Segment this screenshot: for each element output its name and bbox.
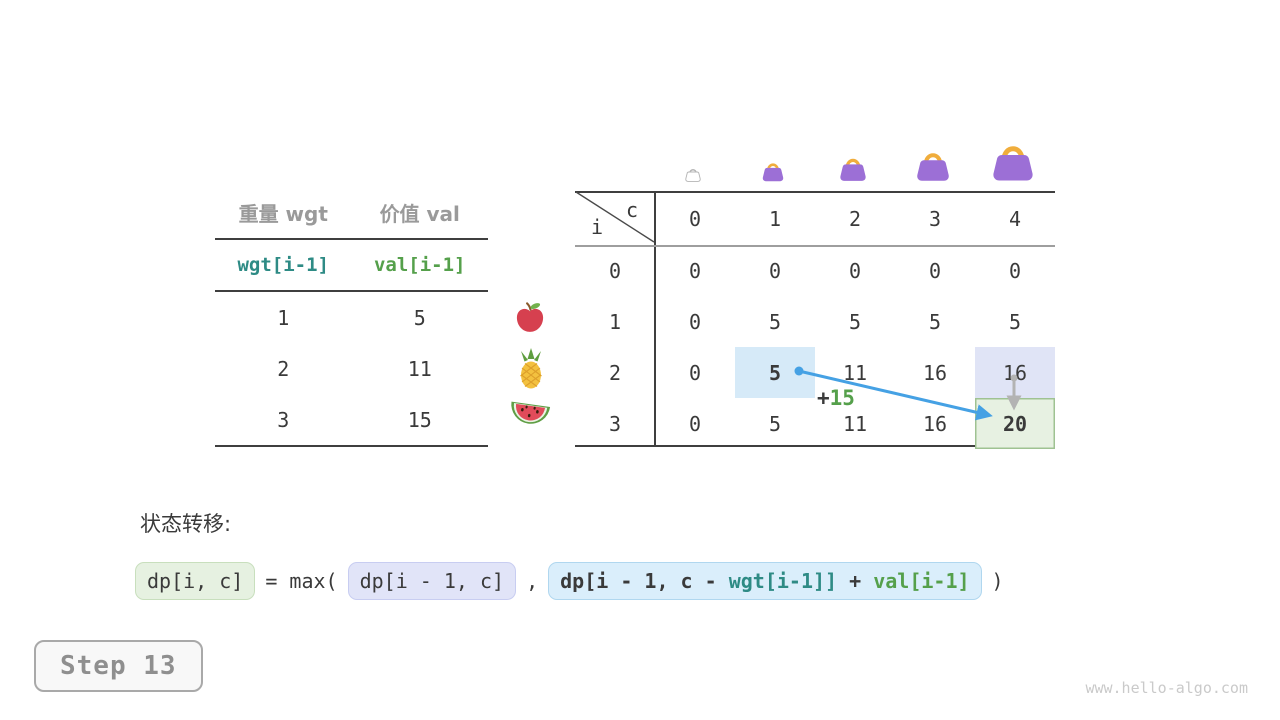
comma-token: ,: [526, 569, 539, 593]
val-formula: val[i-1]: [373, 254, 466, 276]
bag-icon-capacity-2: [838, 152, 869, 186]
pineapple-icon: [516, 348, 546, 394]
wgt-formula: wgt[i-1]: [237, 254, 329, 276]
value-header: 价值 val: [379, 201, 460, 226]
empty-bag-icon: [684, 165, 702, 186]
item-1-weight: 1: [277, 305, 290, 330]
dp-row-header-0: 0: [608, 258, 622, 283]
dp-cell-0-0: 0: [688, 258, 702, 283]
apple-icon: [514, 301, 546, 338]
dp-col-header-3: 3: [928, 207, 942, 231]
dp-cell-0-2: 0: [848, 258, 862, 283]
added-value: 15: [829, 386, 855, 410]
item-3-weight: 3: [277, 407, 290, 432]
take-part-dp: dp[i - 1, c -: [560, 569, 729, 593]
dp-cell-0-4: 0: [1008, 258, 1022, 283]
dp-cell-2-0: 0: [688, 360, 702, 385]
item-2-value: 11: [407, 356, 432, 381]
dp-table: c i 0 1 2 3 4 0 0 0 0 0 0 1 0 5 5 5 5 2 …: [575, 191, 1055, 449]
dp-cell-1-0: 0: [688, 309, 702, 334]
watermark: www.hello-algo.com: [1085, 679, 1248, 697]
capacity-bags-row: [575, 124, 1055, 188]
take-part-val: val[i-1]: [873, 569, 970, 593]
item-table: 重量 wgt 价值 val wgt[i-1] val[i-1] 1 5 2 11…: [215, 186, 488, 447]
item-3-value: 15: [407, 407, 432, 432]
transition-annotation: +15: [817, 386, 855, 410]
dp-cell-source: 5: [735, 347, 815, 398]
dp-col-header-1: 1: [768, 207, 782, 231]
bag-icon-capacity-1: [761, 158, 786, 186]
dp-cell-3-0: 0: [688, 411, 702, 436]
dp-cell-3-3: 16: [922, 411, 948, 436]
dp-cell-3-1: 5: [768, 411, 782, 436]
dp-cell-2-3: 16: [922, 360, 948, 385]
dp-table-header-separator: [575, 245, 1055, 247]
item-row-2: 2 11: [215, 343, 488, 394]
dp-table-vertical-divider: [654, 191, 656, 447]
item-row-1: 1 5: [215, 292, 488, 343]
weight-header: 重量 wgt: [238, 201, 328, 226]
dp-col-header-4: 4: [1008, 207, 1022, 231]
step-badge: Step 13: [34, 640, 203, 692]
item-table-formula-row: wgt[i-1] val[i-1]: [215, 240, 488, 292]
dp-cell-1-4: 5: [1008, 309, 1022, 334]
state-transition-label: 状态转移:: [140, 512, 232, 536]
equals-max-token: = max(: [265, 569, 338, 593]
dp-row-header-2: 2: [608, 360, 622, 385]
dp-cell-1-1: 5: [768, 309, 782, 334]
dp-result-chip: dp[i, c]: [135, 562, 256, 600]
close-paren-token: ): [991, 569, 1004, 593]
item-table-header: 重量 wgt 价值 val: [215, 186, 488, 240]
dp-cell-0-1: 0: [768, 258, 782, 283]
dp-row-header-1: 1: [608, 309, 622, 334]
dp-cell-1-2: 5: [848, 309, 862, 334]
item-2-weight: 2: [277, 356, 290, 381]
item-row-3: 3 15: [215, 394, 488, 445]
plus-sign: +: [817, 386, 830, 410]
dp-cell-compare: 16: [975, 347, 1055, 398]
bag-icon-capacity-4: [989, 136, 1037, 186]
dp-cell-1-3: 5: [928, 309, 942, 334]
col-variable-label: c: [625, 198, 638, 222]
dp-row-header-3: 3: [608, 411, 622, 436]
dp-take-chip: dp[i - 1, c - wgt[i-1]] + val[i-1]: [548, 562, 982, 600]
dp-corner-cell: c i: [575, 193, 655, 245]
dp-col-header-2: 2: [848, 207, 862, 231]
row-variable-label: i: [591, 215, 604, 239]
take-part-wgt: wgt[i-1]]: [728, 569, 838, 593]
item-1-value: 5: [413, 305, 426, 330]
transition-formula: dp[i, c] = max( dp[i - 1, c] , dp[i - 1,…: [135, 559, 1014, 603]
dp-col-header-0: 0: [688, 207, 702, 231]
take-part-plus: +: [837, 569, 874, 593]
dp-keep-chip: dp[i - 1, c]: [347, 562, 517, 600]
dp-cell-target: 20: [975, 398, 1055, 449]
dp-cell-0-3: 0: [928, 258, 942, 283]
watermelon-icon: [505, 399, 553, 435]
bag-icon-capacity-3: [914, 145, 953, 186]
